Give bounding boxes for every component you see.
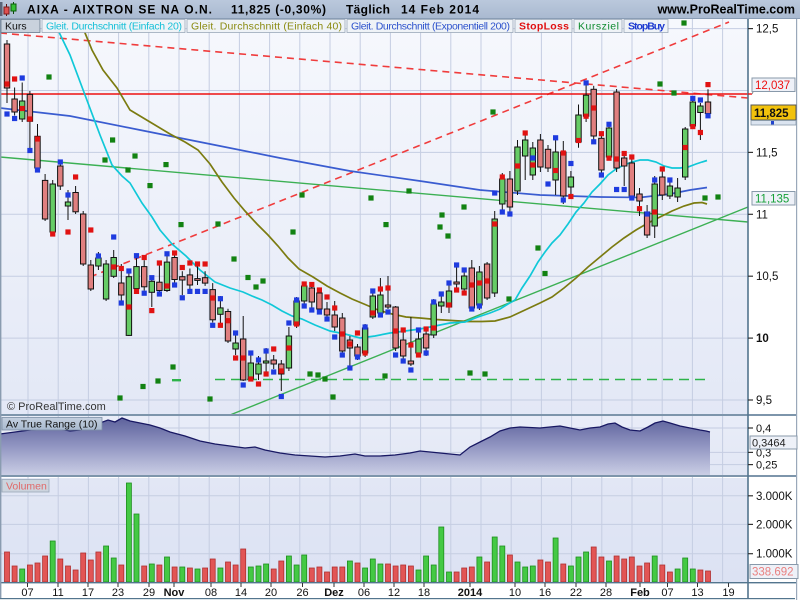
svg-text:Täglich: Täglich — [346, 3, 390, 17]
svg-text:Av True Range (10): Av True Range (10) — [6, 419, 97, 431]
svg-text:23: 23 — [112, 587, 124, 599]
svg-text:20: 20 — [265, 587, 277, 599]
svg-text:28: 28 — [600, 587, 612, 599]
svg-text:12,037: 12,037 — [755, 80, 790, 92]
svg-text:Feb: Feb — [630, 587, 650, 599]
svg-text:1.000K: 1.000K — [756, 549, 793, 561]
svg-text:11: 11 — [756, 209, 768, 221]
svg-text:338.692: 338.692 — [752, 567, 794, 579]
svg-text:Gleit. Durchschnitt (Einfach 2: Gleit. Durchschnitt (Einfach 20) — [46, 21, 182, 33]
svg-text:12,5: 12,5 — [756, 24, 778, 36]
svg-text:StopBuy: StopBuy — [628, 21, 665, 33]
svg-text:0,25: 0,25 — [756, 460, 777, 472]
svg-text:07: 07 — [21, 587, 33, 599]
svg-text:2014: 2014 — [458, 587, 483, 599]
svg-text:11,135: 11,135 — [755, 194, 789, 206]
svg-text:18: 18 — [418, 587, 430, 599]
svg-text:29: 29 — [143, 587, 155, 599]
svg-text:Volumen: Volumen — [6, 481, 47, 493]
svg-text:Kurs: Kurs — [5, 21, 27, 33]
svg-text:10: 10 — [756, 333, 769, 345]
svg-text:Dez: Dez — [324, 587, 344, 599]
svg-text:22: 22 — [570, 587, 582, 599]
svg-text:26: 26 — [296, 587, 308, 599]
svg-text:11,5: 11,5 — [756, 147, 778, 159]
svg-text:www.ProRealTime.com: www.ProRealTime.com — [656, 3, 795, 17]
svg-text:Gleit. Durchschnitt (Exponenti: Gleit. Durchschnitt (Exponentiell 200) — [351, 21, 510, 33]
svg-text:13: 13 — [691, 587, 703, 599]
svg-text:© ProRealTime.com: © ProRealTime.com — [7, 401, 106, 413]
svg-text:07: 07 — [661, 587, 673, 599]
svg-text:16: 16 — [539, 587, 551, 599]
svg-text:08: 08 — [205, 587, 217, 599]
svg-text:Gleit. Durchschnitt (Einfach 4: Gleit. Durchschnitt (Einfach 40) — [191, 21, 342, 33]
svg-text:0,3464: 0,3464 — [752, 438, 786, 450]
svg-text:19: 19 — [722, 587, 734, 599]
svg-text:11,825: 11,825 — [754, 108, 789, 120]
svg-text:3.000K: 3.000K — [756, 491, 793, 503]
svg-text:StopLoss: StopLoss — [519, 21, 569, 33]
svg-text:0,3: 0,3 — [756, 447, 771, 459]
svg-text:10: 10 — [509, 587, 521, 599]
svg-text:2.000K: 2.000K — [756, 519, 793, 531]
svg-text:12: 12 — [388, 587, 400, 599]
svg-text:11,825 (-0,30%): 11,825 (-0,30%) — [231, 3, 326, 17]
svg-text:06: 06 — [358, 587, 370, 599]
svg-text:AIXA - AIXTRON SE NA O.N.: AIXA - AIXTRON SE NA O.N. — [27, 3, 212, 17]
svg-text:11: 11 — [52, 587, 63, 599]
svg-text:10,5: 10,5 — [756, 271, 778, 283]
svg-text:0,4: 0,4 — [756, 423, 771, 435]
svg-text:14 Feb 2014: 14 Feb 2014 — [401, 3, 479, 17]
svg-text:Kursziel: Kursziel — [578, 21, 619, 33]
svg-text:14: 14 — [235, 587, 247, 599]
svg-text:17: 17 — [82, 587, 94, 599]
svg-text:9,5: 9,5 — [756, 395, 772, 407]
svg-text:Nov: Nov — [164, 587, 186, 599]
